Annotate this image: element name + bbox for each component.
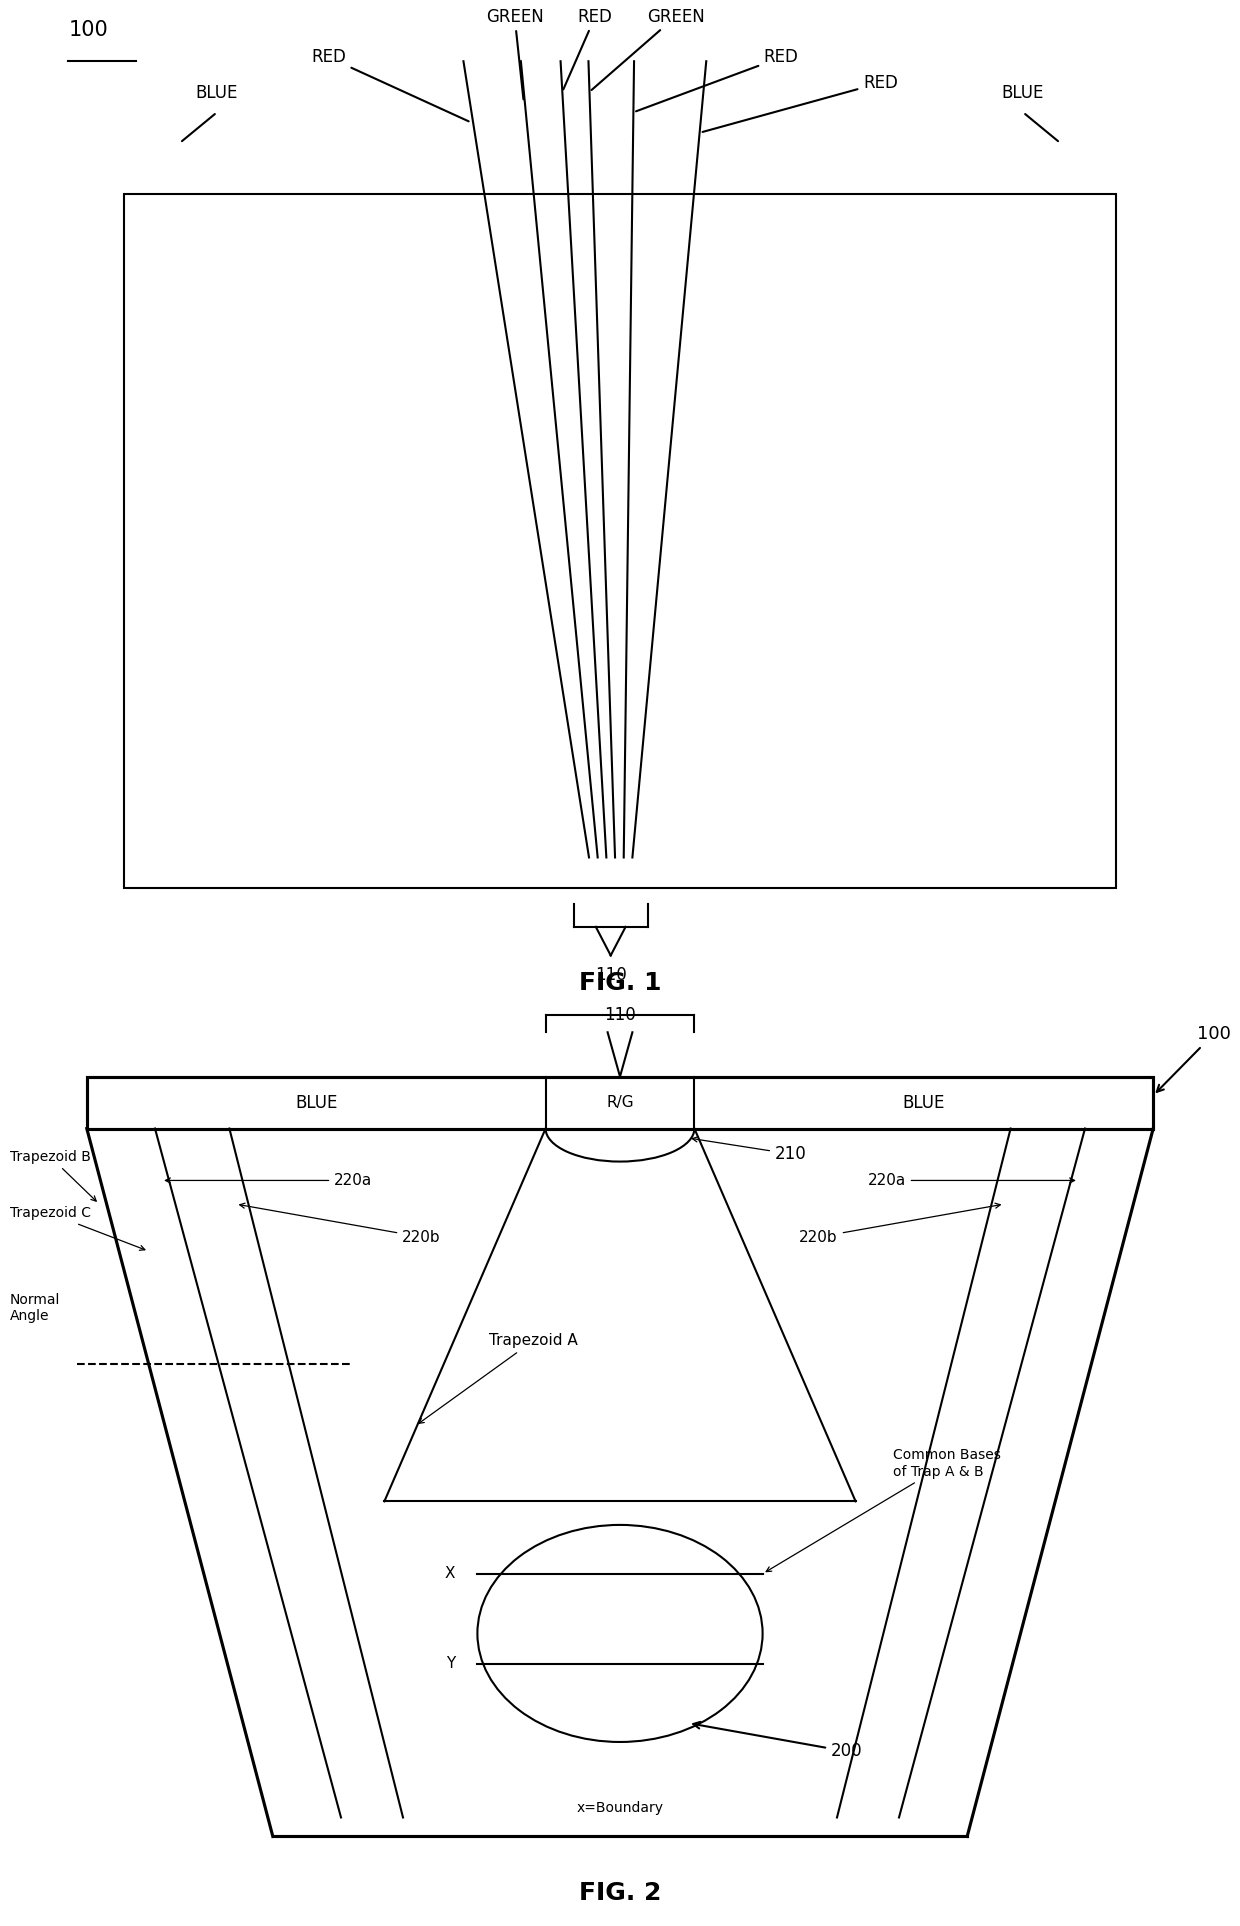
Text: 110: 110	[595, 965, 626, 984]
Text: RED: RED	[563, 8, 613, 89]
Text: 200: 200	[693, 1722, 863, 1760]
Text: Normal
Angle: Normal Angle	[10, 1292, 61, 1323]
Text: BLUE: BLUE	[196, 85, 238, 102]
Text: BLUE: BLUE	[903, 1094, 945, 1111]
Text: Common Bases
of Trap A & B: Common Bases of Trap A & B	[766, 1448, 1001, 1572]
Text: BLUE: BLUE	[1002, 85, 1044, 102]
Text: X: X	[445, 1566, 455, 1581]
Text: 220b: 220b	[799, 1204, 1001, 1244]
Text: Trapezoid B: Trapezoid B	[10, 1150, 97, 1202]
Text: BLUE: BLUE	[295, 1094, 337, 1111]
Bar	[124, 195, 1116, 888]
Text: 220a: 220a	[868, 1173, 1075, 1188]
Text: RED: RED	[703, 73, 898, 133]
Text: 100: 100	[68, 21, 108, 40]
Text: RED: RED	[636, 48, 799, 112]
Text: FIG. 2: FIG. 2	[579, 1882, 661, 1905]
Bar	[87, 1077, 1153, 1129]
Text: GREEN: GREEN	[486, 8, 543, 100]
Text: GREEN: GREEN	[591, 8, 704, 91]
Text: 110: 110	[604, 1005, 636, 1025]
Text: 220a: 220a	[165, 1173, 372, 1188]
Text: Trapezoid A: Trapezoid A	[419, 1333, 578, 1423]
Text: FIG. 1: FIG. 1	[579, 971, 661, 996]
Text: 210: 210	[692, 1136, 807, 1163]
Text: 100: 100	[1157, 1025, 1230, 1092]
Text: RED: RED	[311, 48, 469, 121]
Text: Y: Y	[446, 1656, 455, 1672]
Text: R/G: R/G	[606, 1096, 634, 1109]
Text: Trapezoid C: Trapezoid C	[10, 1206, 145, 1250]
Text: 220b: 220b	[239, 1204, 441, 1244]
Text: x=Boundary: x=Boundary	[577, 1801, 663, 1816]
